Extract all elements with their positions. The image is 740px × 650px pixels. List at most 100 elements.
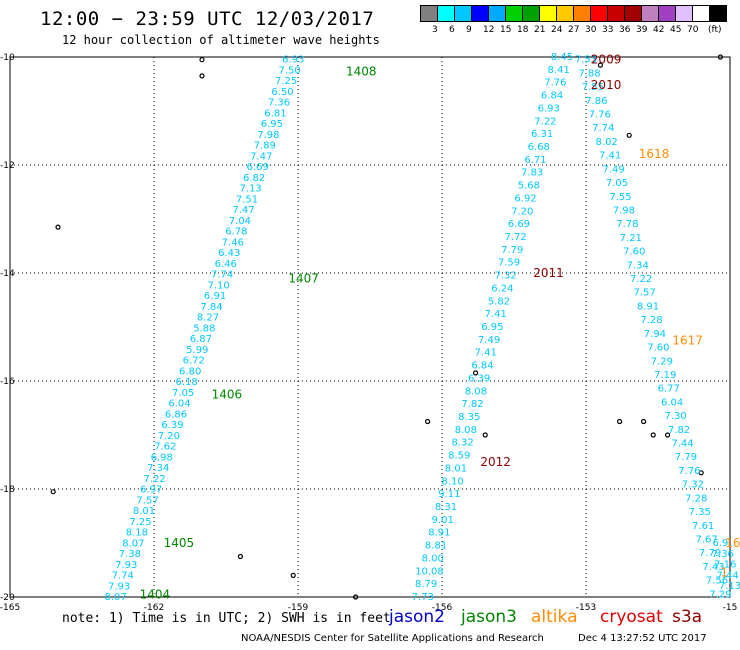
- swh-value-altika: 7.49: [602, 164, 624, 175]
- units-note: note: 1) Time is in UTC; 2) SWH is in fe…: [62, 611, 391, 626]
- swh-value-jason2: 10.08: [415, 566, 444, 577]
- y-tick-label: -18: [0, 485, 15, 495]
- swh-value-jason3: 6.95: [261, 119, 283, 130]
- swh-value-jason3: 6.78: [225, 227, 247, 238]
- swh-value-altika: 7.34: [627, 260, 649, 271]
- swh-value-altika: 7.21: [620, 233, 642, 244]
- colorbar-label: 45: [670, 25, 682, 35]
- pass-number-label: 161: [725, 536, 740, 550]
- colorbar-label: 70: [687, 25, 699, 35]
- chart-subtitle: 12 hour collection of altimeter wave hei…: [62, 33, 380, 47]
- colorbar-swatch: [709, 5, 727, 22]
- swh-value-altika: 7.76: [589, 110, 611, 121]
- swh-value-jason3: 7.93: [108, 581, 130, 592]
- swh-value-s3a: 7.36: [712, 549, 734, 560]
- swh-value-jason2: 8.01: [445, 463, 467, 474]
- swh-value-altika: 7.32: [682, 480, 704, 491]
- swh-value-jason3: 6.81: [264, 108, 286, 119]
- y-tick-label: -16: [0, 377, 15, 387]
- island-outline: [353, 594, 359, 600]
- colorbar-label: (ft): [708, 25, 722, 35]
- swh-value-altika: 7.44: [671, 439, 693, 450]
- swh-value-jason3: 5.99: [186, 345, 208, 356]
- swh-value-jason3: 6.98: [151, 452, 173, 463]
- swh-value-jason3: 7.89: [254, 141, 276, 152]
- swh-value-jason2: 7.22: [534, 116, 556, 127]
- swh-value-jason2: 8.08: [465, 386, 487, 397]
- island-outline: [482, 432, 488, 438]
- swh-value-jason3: 7.13: [239, 184, 261, 195]
- swh-value-s3a: 7.44: [716, 570, 738, 581]
- swh-value-altika: 7.55: [609, 192, 631, 203]
- swh-value-jason2: 6.24: [491, 283, 513, 294]
- swh-value-altika: 7.79: [699, 548, 721, 559]
- swh-value-jason3: 7.34: [147, 463, 169, 474]
- swh-value-jason3: 7.98: [257, 130, 279, 141]
- x-tick-label: -153: [576, 603, 596, 613]
- colorbar-label: 6: [449, 25, 455, 35]
- swh-value-jason3: 8.27: [197, 313, 219, 324]
- swh-value-jason3: 6.86: [165, 409, 187, 420]
- swh-value-jason3: 6.39: [161, 420, 183, 431]
- swh-value-altika: 7.74: [592, 123, 614, 134]
- swh-value-altika: 7.98: [613, 205, 635, 216]
- swh-value-jason3: 7.51: [236, 194, 258, 205]
- swh-value-jason3: 7.62: [154, 442, 176, 453]
- pass-number-label: 2012: [480, 455, 511, 469]
- swh-value-jason3: 7.20: [158, 431, 180, 442]
- chart-title: 12:00 − 23:59 UTC 12/03/2017: [40, 8, 375, 30]
- pass-number-label: 2011: [533, 266, 564, 280]
- swh-value-s3a: 7.16: [714, 560, 736, 571]
- island-outline: [717, 54, 724, 60]
- swh-value-jason2: 6.92: [514, 193, 536, 204]
- swh-value-jason3: 6.72: [183, 356, 205, 367]
- swh-value-jason3: 6.69: [247, 162, 269, 173]
- pass-number-label: 2009: [591, 53, 622, 67]
- swh-value-altika: 7.78: [616, 219, 638, 230]
- swh-value-altika: 8.02: [596, 137, 618, 148]
- swh-value-jason2: 5.68: [518, 181, 540, 192]
- colorbar-label: 9: [466, 25, 472, 35]
- swh-value-jason3: 6.97: [140, 485, 162, 496]
- swh-value-jason2: 7.73: [412, 592, 434, 603]
- swh-value-jason3: 8.07: [104, 592, 126, 603]
- swh-value-jason2: 8.00: [422, 553, 444, 564]
- swh-value-altika: 7.61: [692, 521, 714, 532]
- swh-value-jason2: 8.91: [428, 528, 450, 539]
- swh-value-jason2: 8.35: [458, 412, 480, 423]
- swh-value-altika: 7.05: [606, 178, 628, 189]
- swh-value-jason3: 8.01: [133, 506, 155, 517]
- swh-value-altika: 8.91: [637, 301, 659, 312]
- pass-number-label: 1: [720, 566, 728, 580]
- colorbar-label: 21: [534, 25, 546, 35]
- swh-value-jason3: 6.80: [179, 366, 201, 377]
- x-tick-label: -15: [723, 603, 738, 613]
- colorbar-label: 12: [483, 25, 495, 35]
- swh-value-jason2: 7.59: [498, 258, 520, 269]
- swh-value-jason2: 6.31: [531, 129, 553, 140]
- swh-value-jason2: 8.32: [451, 438, 473, 449]
- swh-value-altika: 7.60: [647, 343, 669, 354]
- swh-value-jason3: 5.88: [193, 323, 215, 334]
- swh-value-jason3: 7.93: [115, 560, 137, 571]
- colorbar-label: 39: [636, 25, 648, 35]
- swh-value-jason2: 7.72: [504, 232, 526, 243]
- swh-value-jason2: 7.79: [501, 245, 523, 256]
- swh-value-altika: 7.30: [664, 411, 686, 422]
- swh-value-altika: 7.35: [689, 507, 711, 518]
- swh-value-jason3: 7.46: [222, 237, 244, 248]
- island-outline: [199, 57, 205, 63]
- swh-value-altika: 7.19: [654, 370, 676, 381]
- colorbar-label: 33: [602, 25, 614, 35]
- swh-value-jason2: 8.59: [448, 451, 470, 462]
- swh-value-jason2: 8.79: [415, 579, 437, 590]
- pass-number-label: 1405: [164, 536, 195, 550]
- swh-value-altika: 7.79: [675, 452, 697, 463]
- island-outline: [237, 553, 243, 560]
- island-outline: [473, 370, 479, 376]
- swh-value-jason2: 6.95: [481, 322, 503, 333]
- island-outline: [290, 572, 296, 579]
- pass-number-label: 1617: [672, 334, 703, 348]
- swh-value-altika: 7.88: [578, 68, 600, 79]
- swh-value-jason2: 7.83: [521, 168, 543, 179]
